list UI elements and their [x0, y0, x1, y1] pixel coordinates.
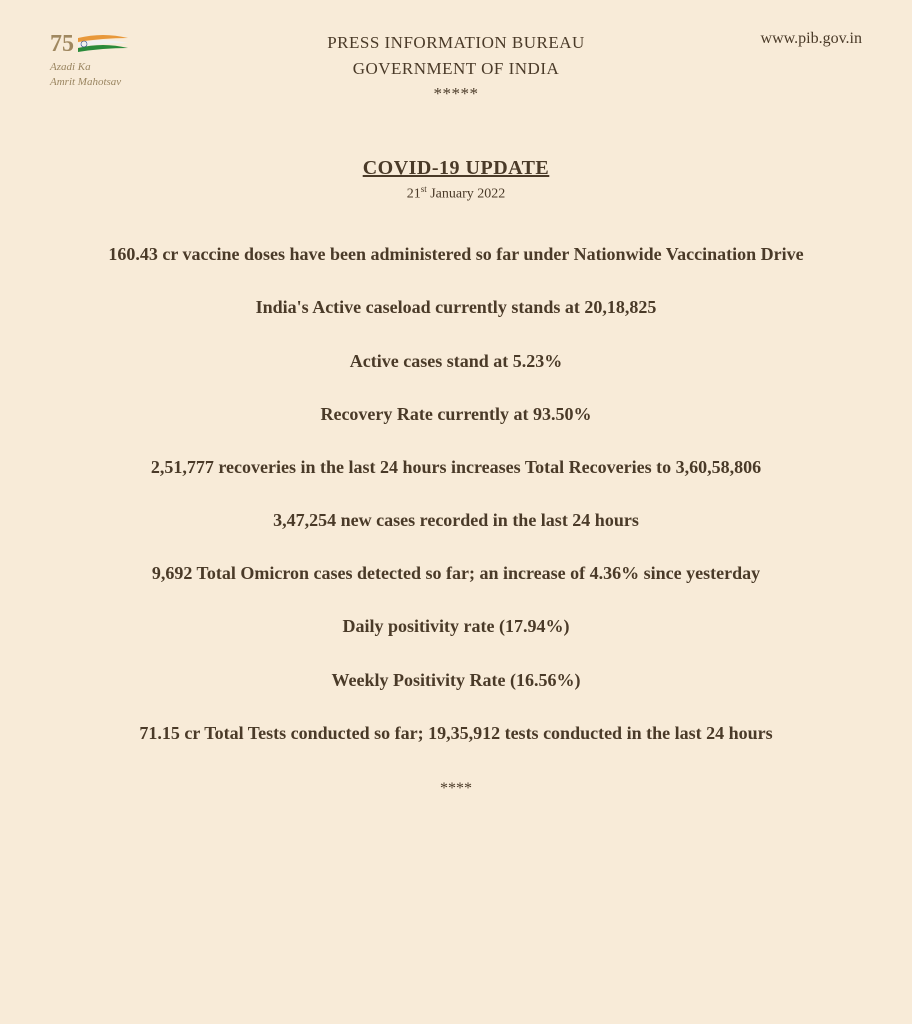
bullet-list: 160.43 cr vaccine doses have been admini… [50, 242, 862, 746]
bullet-item: Recovery Rate currently at 93.50% [70, 402, 842, 427]
logo-subtitle-2: Amrit Mahotsav [50, 76, 190, 89]
bullet-item: 2,51,777 recoveries in the last 24 hours… [70, 455, 842, 480]
document-title: COVID-19 UPDATE [50, 157, 862, 180]
bullet-item: India's Active caseload currently stands… [70, 295, 842, 320]
date-rest: January 2022 [427, 186, 506, 201]
closing-separator: **** [50, 780, 862, 798]
bullet-item: Daily positivity rate (17.94%) [70, 614, 842, 639]
logo-number: 75 [50, 30, 74, 59]
bullet-item: 160.43 cr vaccine doses have been admini… [70, 242, 842, 267]
document-date: 21st January 2022 [50, 184, 862, 203]
logo-subtitle-1: Azadi Ka [50, 61, 190, 74]
header-separator: ***** [190, 81, 722, 107]
org-line-1: PRESS INFORMATION BUREAU [190, 30, 722, 56]
bullet-item: 9,692 Total Omicron cases detected so fa… [70, 561, 842, 586]
bullet-item: Active cases stand at 5.23% [70, 349, 842, 374]
header-url: www.pib.gov.in [722, 30, 862, 48]
bullet-item: Weekly Positivity Rate (16.56%) [70, 668, 842, 693]
header-center: PRESS INFORMATION BUREAU GOVERNMENT OF I… [190, 30, 722, 107]
bullet-item: 71.15 cr Total Tests conducted so far; 1… [70, 721, 842, 746]
date-day: 21 [407, 186, 421, 201]
logo-area: 75 Azadi Ka Amrit Mahotsav [50, 30, 190, 89]
document-header: 75 Azadi Ka Amrit Mahotsav PRESS INFORMA… [50, 30, 862, 107]
title-block: COVID-19 UPDATE 21st January 2022 [50, 157, 862, 203]
flag-swoosh-icon [78, 34, 128, 54]
org-line-2: GOVERNMENT OF INDIA [190, 56, 722, 82]
bullet-item: 3,47,254 new cases recorded in the last … [70, 508, 842, 533]
